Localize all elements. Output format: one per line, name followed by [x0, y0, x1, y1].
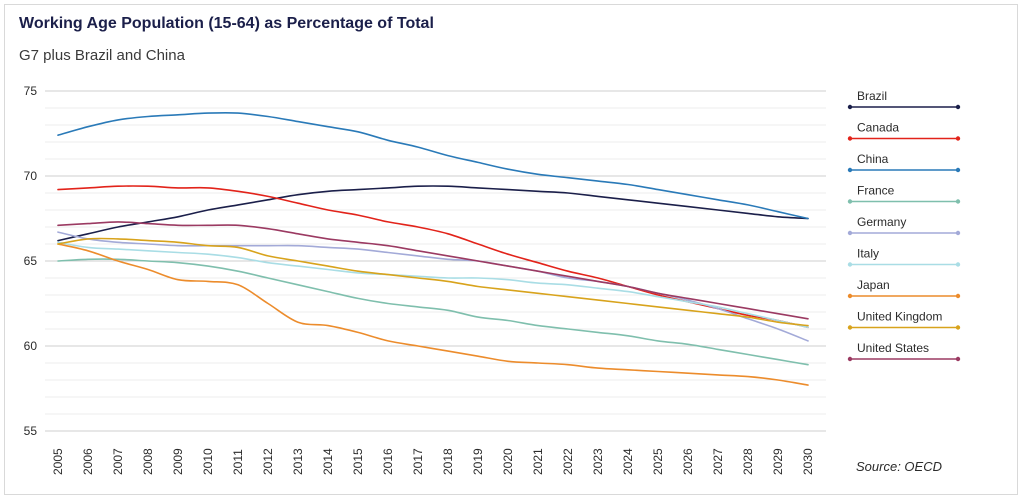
x-tick-label: 2008	[141, 448, 155, 475]
x-tick-label: 2030	[801, 448, 815, 475]
x-tick-label: 2027	[711, 448, 725, 475]
series-line-italy	[57, 241, 809, 329]
legend-marker	[955, 262, 961, 267]
x-tick-label: 2018	[441, 448, 455, 475]
series-line-china	[57, 111, 809, 220]
legend-marker	[847, 167, 853, 173]
legend-label: United States	[857, 341, 929, 355]
legend-label: France	[857, 184, 895, 198]
x-tick-label: 2025	[651, 448, 665, 475]
legend-marker	[955, 136, 961, 141]
legend-label: Germany	[857, 215, 906, 229]
x-tick-label: 2010	[201, 448, 215, 475]
legend-marker	[955, 167, 961, 173]
x-tick-label: 2022	[561, 448, 575, 475]
legend-label: China	[857, 152, 889, 166]
legend-marker	[955, 293, 961, 299]
series-line-japan	[57, 243, 809, 386]
x-tick-label: 2017	[411, 448, 425, 475]
legend-marker	[847, 230, 853, 236]
grid-lines	[45, 90, 826, 432]
x-tick-label: 2029	[771, 448, 785, 475]
x-tick-label: 2015	[351, 448, 365, 475]
y-tick-label: 75	[24, 84, 38, 98]
x-tick-label: 2020	[501, 448, 515, 475]
y-tick-label: 60	[24, 339, 38, 353]
x-tick-label: 2028	[741, 448, 755, 475]
series-line-france	[57, 258, 809, 366]
x-tick-label: 2011	[231, 449, 245, 475]
y-tick-label: 70	[24, 169, 38, 183]
chart-source: Source: OECD	[856, 459, 942, 474]
chart-subtitle: G7 plus Brazil and China	[19, 47, 185, 64]
x-tick-label: 2009	[171, 448, 185, 475]
x-tick-label: 2019	[471, 448, 485, 475]
series-line-germany	[57, 231, 809, 342]
series-line-united-kingdom	[57, 237, 809, 327]
x-tick-label: 2021	[531, 448, 545, 475]
x-tick-label: 2012	[261, 448, 275, 475]
legend-marker	[955, 230, 961, 236]
legend-marker	[847, 293, 853, 299]
legend-marker	[847, 199, 853, 204]
legend-label: Brazil	[857, 89, 887, 103]
chart-title: Working Age Population (15-64) as Percen…	[19, 15, 434, 32]
legend-marker	[847, 325, 853, 330]
series-line-brazil	[57, 185, 809, 242]
legend-marker	[955, 104, 961, 110]
series-lines	[57, 111, 809, 386]
legend-label: United Kingdom	[857, 310, 942, 324]
legend-marker	[847, 104, 853, 110]
y-tick-label: 65	[24, 254, 38, 268]
legend-marker	[847, 262, 853, 267]
x-tick-label: 2006	[81, 448, 95, 475]
legend-marker	[847, 136, 853, 141]
x-tick-label: 2023	[591, 448, 605, 475]
x-tick-label: 2016	[381, 448, 395, 475]
y-axis-ticks: 55 60 65 70 75	[24, 84, 38, 438]
x-axis-ticks: 2005 2006 2007 2008 2009 2010 2011 2012 2013 2014…	[51, 448, 815, 475]
legend-marker	[955, 325, 961, 330]
legend-marker	[955, 199, 961, 204]
chart-frame	[4, 4, 1018, 495]
legend: Brazil Canada China France Germany Italy Japan…	[847, 89, 961, 362]
legend-label: Canada	[857, 121, 899, 135]
legend-label: Italy	[857, 247, 879, 261]
series-line-united-states	[57, 221, 809, 320]
x-tick-label: 2014	[321, 448, 335, 475]
y-tick-label: 55	[24, 424, 38, 438]
x-tick-label: 2005	[51, 448, 65, 475]
legend-marker	[955, 356, 961, 362]
x-tick-label: 2013	[291, 448, 305, 475]
legend-label: Japan	[857, 278, 890, 292]
legend-marker	[847, 356, 853, 362]
x-tick-label: 2007	[111, 448, 125, 475]
x-tick-label: 2026	[681, 448, 695, 475]
x-tick-label: 2024	[621, 448, 635, 475]
